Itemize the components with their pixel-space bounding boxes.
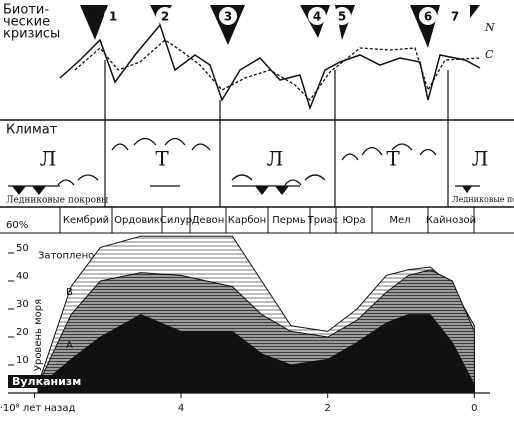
period-label: Карбон: [228, 215, 266, 226]
event-circle: [419, 7, 437, 25]
period-label: Юра: [342, 215, 365, 226]
series-label: Затоплено: [38, 250, 94, 261]
event-circle: [333, 7, 351, 25]
series-label: B: [66, 287, 73, 298]
climate-zone: Л: [40, 147, 57, 171]
event-number: 1: [109, 10, 117, 24]
y-tick-label: 30: [16, 299, 29, 310]
climate-zone: Л: [472, 147, 489, 171]
climate-zone: Т: [155, 147, 169, 171]
event-number: 7: [451, 10, 459, 24]
y-tick-label: 50: [16, 243, 29, 254]
period-label: Кембрий: [63, 215, 109, 226]
y-tick-label: 40: [16, 271, 29, 282]
climate-zone: Т: [386, 147, 400, 171]
series-label: A: [66, 340, 73, 351]
event-number: 2: [161, 10, 169, 24]
x-tick-label: 6·10⁸ лет назад: [0, 403, 75, 414]
y-axis-label: Уровень моря: [33, 299, 44, 371]
event-circle: [104, 7, 122, 25]
event-number: 3: [224, 10, 232, 24]
glaciation-label: Ледниковые покровы: [452, 195, 514, 204]
glaciation-label: Ледниковые покровы: [6, 196, 108, 206]
period-label: Ордовик: [114, 215, 160, 226]
y-tick-label: 60%: [6, 220, 28, 231]
period-label: Силур: [160, 215, 192, 226]
crises-title: Биоти-: [3, 3, 49, 18]
event-number: 5: [338, 10, 346, 24]
x-tick-label: 4: [178, 403, 184, 414]
x-tick-label: 0: [471, 403, 477, 414]
event-number: 4: [313, 10, 321, 24]
era-dividers: [104, 60, 449, 207]
curve-label: C: [485, 48, 494, 61]
y-tick-label: 20: [16, 327, 29, 338]
event-circle: [446, 7, 464, 25]
x-tick-label: 2: [325, 403, 331, 414]
crises-title: ческие: [3, 15, 50, 30]
period-label: Пермь: [272, 215, 306, 226]
period-label: Мел: [389, 215, 410, 226]
volcanism-bar: [8, 375, 86, 388]
period-label: Триас: [307, 215, 339, 226]
area-series: [37, 314, 475, 394]
event-circle: [308, 7, 326, 25]
event-number: 6: [424, 10, 432, 24]
climate-zone: Л: [267, 147, 284, 171]
curve-label: N: [484, 21, 495, 34]
event-circle: [156, 7, 174, 25]
crises-title: кризисы: [3, 27, 60, 42]
crisis-curve-c: [74, 39, 481, 102]
event-circle: [219, 7, 237, 25]
y-tick-label: 10: [16, 355, 29, 366]
period-label: Девон: [192, 215, 225, 226]
climate-title: Климат: [6, 123, 58, 138]
volcanism-label: Вулканизм: [12, 375, 81, 388]
period-label: Кайнозой: [426, 215, 476, 226]
